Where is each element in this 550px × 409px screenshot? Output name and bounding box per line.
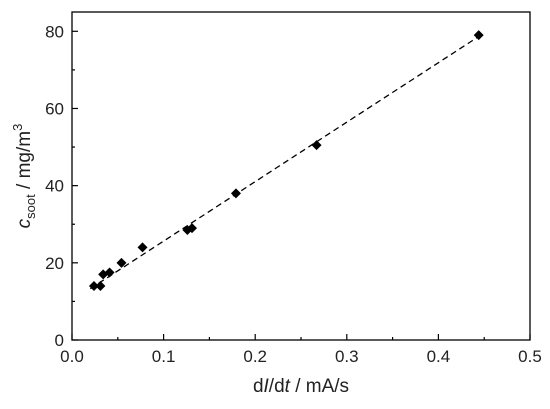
data-point: [88, 280, 99, 291]
x-tick-label: 0.0: [60, 347, 84, 366]
y-tick-label: 80: [45, 22, 64, 41]
plot-frame: [71, 11, 531, 341]
data-point: [473, 30, 484, 41]
data-point: [230, 188, 241, 199]
y-tick-label: 60: [45, 99, 64, 118]
y-tick-label: 20: [45, 254, 64, 273]
data-point: [116, 257, 127, 268]
x-tick-label: 0.4: [427, 347, 451, 366]
data-point: [311, 140, 322, 151]
y-axis-title: csoot / mg/m3: [10, 124, 38, 229]
y-tick-label: 0: [55, 331, 64, 350]
x-tick-label: 0.1: [152, 347, 176, 366]
x-tick-label: 0.2: [243, 347, 267, 366]
data-point: [95, 280, 106, 291]
fit-line: [89, 35, 480, 290]
x-tick-label: 0.5: [518, 347, 542, 366]
data-points: [88, 30, 484, 291]
axis-ticks: 0.0 0.1 0.2 0.3 0.4 0.5 0 20 40 60 80: [45, 22, 542, 366]
fit-line-group: [89, 35, 480, 290]
data-point: [104, 267, 115, 278]
y-tick-label: 40: [45, 177, 64, 196]
data-point: [137, 242, 148, 253]
x-axis-title: dI/dt / mA/s: [253, 376, 349, 397]
data-point: [186, 223, 197, 234]
x-tick-label: 0.3: [335, 347, 359, 366]
